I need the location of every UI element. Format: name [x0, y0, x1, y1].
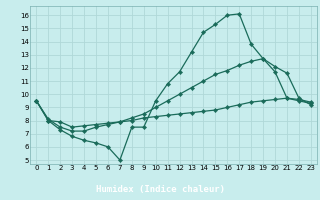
Text: Humidex (Indice chaleur): Humidex (Indice chaleur) [95, 185, 225, 194]
